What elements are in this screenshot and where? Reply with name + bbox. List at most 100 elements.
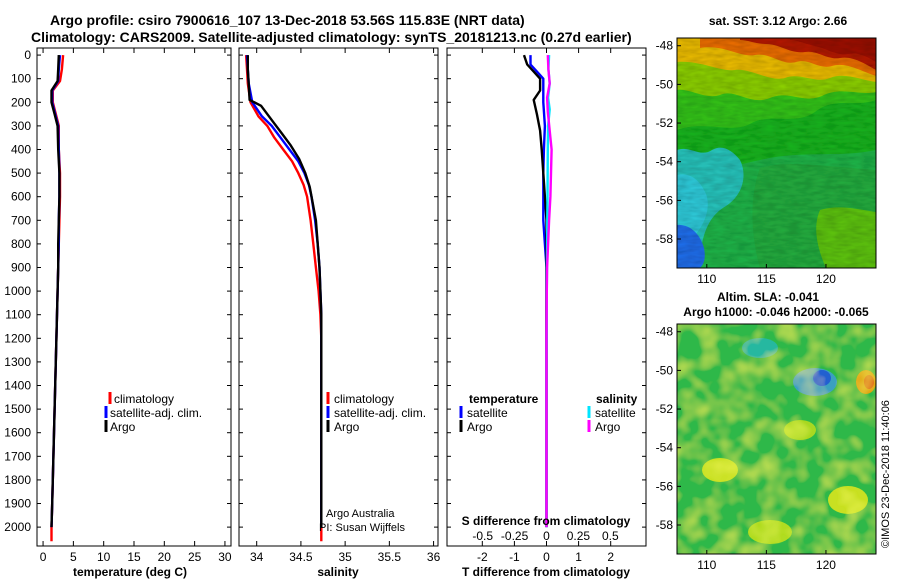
- sla-map-title-line2: Argo h1000: -0.046 h2000: -0.065: [683, 305, 869, 319]
- legend-salinity-header: salinity: [596, 392, 638, 406]
- x-tick-label: 10: [97, 550, 111, 564]
- depth-tick-label: 1300: [4, 355, 31, 369]
- depth-tick-label: 800: [11, 237, 31, 251]
- legend-label-sal-satellite: satellite: [595, 406, 636, 420]
- x-tick-label: 20: [158, 550, 172, 564]
- legend-label-satellite: satellite-adj. clim.: [334, 406, 426, 420]
- temperature-x-label: temperature (deg C): [73, 565, 187, 579]
- s-difference-tick-label: 0.5: [602, 529, 619, 543]
- x-tick-label: 1: [575, 550, 582, 564]
- credit-line1: Argo Australia: [326, 508, 395, 520]
- difference-x-label: T difference from climatology: [462, 565, 630, 579]
- copyright-stamp: ©IMOS 23-Dec-2018 11:40:06: [880, 400, 892, 548]
- x-tick-label: 35: [338, 550, 352, 564]
- lat-tick-label: -58: [656, 518, 674, 532]
- lat-tick-label: -58: [656, 232, 674, 246]
- lon-tick-label: 120: [816, 558, 836, 572]
- lon-tick-label: 110: [697, 558, 716, 572]
- lon-tick-label: 110: [697, 272, 716, 286]
- s-difference-ticks: -0.5 -0.25 0 0.25 0.5: [472, 529, 619, 543]
- depth-tick-label: 700: [11, 213, 31, 227]
- depth-tick-label: 300: [11, 119, 31, 133]
- lat-tick-label: -48: [656, 325, 674, 339]
- legend-label-temp-argo: Argo: [467, 420, 493, 434]
- legend-label-climatology: climatology: [334, 392, 394, 406]
- series-line-temperature-argo: [522, 54, 548, 528]
- difference-panel: -2 -1 0 1 2 temperature salinity satellite A…: [446, 47, 647, 579]
- sst-map: sat. SST: 3.12 Argo: 2.66 -48 -50 -52 -54 -5…: [656, 14, 877, 286]
- x-tick-label: 0: [543, 550, 550, 564]
- lat-tick-label: -54: [656, 155, 674, 169]
- x-tick-label: -2: [477, 550, 488, 564]
- figure-title-line1: Argo profile: csiro 7900616_107 13-Dec-2…: [50, 12, 525, 28]
- lon-tick-label: 120: [816, 272, 836, 286]
- temperature-legend: climatology satellite-adj. clim. Argo: [104, 392, 202, 434]
- s-difference-tick-label: -0.5: [472, 529, 493, 543]
- x-tick-label: 34.5: [289, 550, 313, 564]
- depth-tick-label: 1700: [4, 449, 31, 463]
- legend-label-satellite: satellite-adj. clim.: [110, 406, 202, 420]
- legend-label-argo: Argo: [110, 420, 136, 434]
- series-line-satellite-adj-clim-: [245, 55, 323, 528]
- depth-tick-label: 1500: [4, 402, 31, 416]
- depth-tick-label: 1600: [4, 426, 31, 440]
- legend-label-sal-argo: Argo: [595, 420, 621, 434]
- lon-tick-label: 115: [757, 558, 776, 572]
- lat-tick-label: -50: [656, 77, 674, 91]
- lat-tick-label: -56: [656, 193, 674, 207]
- sla-map-frame: [676, 323, 877, 555]
- sst-map-frame: [676, 37, 877, 269]
- figure-title-line2: Climatology: CARS2009. Satellite-adjuste…: [31, 29, 632, 45]
- salinity-plot-frame: [238, 47, 439, 547]
- credit-line2: PI: Susan Wijffels: [319, 522, 405, 534]
- lat-tick-label: -50: [656, 363, 674, 377]
- depth-tick-label: 100: [11, 72, 31, 86]
- depth-tick-label: 1000: [4, 284, 31, 298]
- s-difference-axis-title: S difference from climatology: [462, 514, 631, 528]
- difference-legend: temperature salinity satellite Argo sate…: [459, 392, 638, 434]
- x-tick-label: 5: [70, 550, 77, 564]
- series-line-climatology: [244, 55, 323, 542]
- depth-tick-label: 1800: [4, 473, 31, 487]
- legend-label-argo: Argo: [334, 420, 360, 434]
- depth-tick-label: 400: [11, 142, 31, 156]
- x-tick-label: 25: [188, 550, 202, 564]
- x-tick-label: 2: [607, 550, 614, 564]
- depth-tick-label: 1100: [5, 308, 31, 322]
- s-difference-tick-label: -0.25: [501, 529, 529, 543]
- depth-tick-label: 2000: [4, 520, 31, 534]
- lat-tick-label: -56: [656, 479, 674, 493]
- depth-tick-label: 500: [11, 166, 31, 180]
- depth-tick-label: 600: [11, 190, 31, 204]
- salinity-legend: climatology satellite-adj. clim. Argo: [326, 392, 426, 434]
- lat-tick-label: -54: [656, 441, 674, 455]
- sla-map: Altim. SLA: -0.041 Argo h1000: -0.046 h2…: [656, 290, 877, 572]
- x-tick-label: 15: [127, 550, 141, 564]
- x-tick-label: 30: [218, 550, 232, 564]
- x-tick-label: 36: [427, 550, 441, 564]
- depth-tick-label: 0: [24, 48, 31, 62]
- legend-label-climatology: climatology: [114, 392, 174, 406]
- lat-tick-label: -52: [656, 402, 674, 416]
- depth-tick-label: 1200: [4, 331, 31, 345]
- lat-tick-label: -48: [656, 39, 674, 53]
- depth-tick-label: 1900: [4, 497, 31, 511]
- x-tick-label: 35.5: [378, 550, 402, 564]
- series-line-argo: [246, 55, 323, 528]
- series-line-argo: [50, 55, 61, 528]
- legend-temperature-header: temperature: [469, 392, 539, 406]
- salinity-x-label: salinity: [317, 565, 359, 579]
- x-tick-label: 34: [250, 550, 264, 564]
- sst-map-title: sat. SST: 3.12 Argo: 2.66: [709, 14, 848, 28]
- legend-label-temp-satellite: satellite: [467, 406, 508, 420]
- sst-map-image: [677, 38, 876, 268]
- s-difference-tick-label: 0.25: [567, 529, 591, 543]
- lat-tick-label: -52: [656, 116, 674, 130]
- sla-map-title-line1: Altim. SLA: -0.041: [717, 290, 819, 304]
- series-line-salinity-argo: [545, 55, 553, 528]
- x-tick-label: -1: [509, 550, 520, 564]
- sla-map-image: [677, 324, 876, 554]
- depth-tick-label: 1400: [4, 379, 31, 393]
- temperature-panel: 0 5 10 15 20 25 30 climatology satellite-adj. …: [36, 47, 232, 579]
